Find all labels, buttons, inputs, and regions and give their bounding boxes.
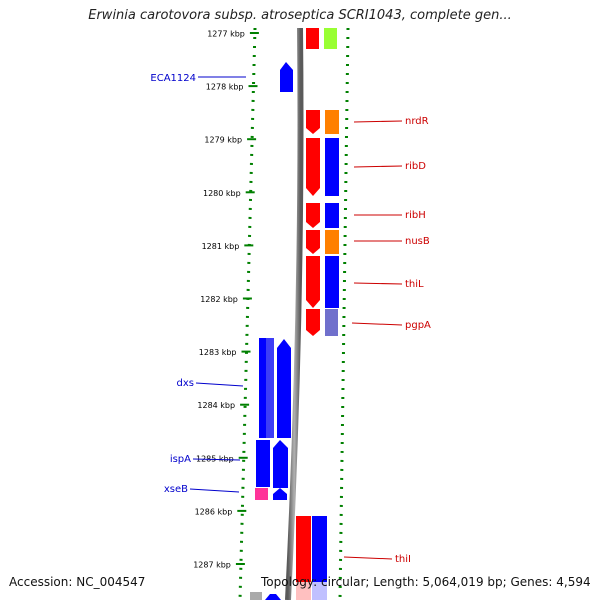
leader-line xyxy=(353,165,403,168)
gene-feature[interactable] xyxy=(266,338,274,438)
gene-label-ribd[interactable]: ribD xyxy=(405,161,426,172)
gene-label-dxs[interactable]: dxs xyxy=(177,378,194,389)
label-leaders xyxy=(189,76,403,560)
gene-feature[interactable] xyxy=(312,582,327,600)
gene-feature-ispa[interactable] xyxy=(256,440,270,487)
gene-feature-thil[interactable] xyxy=(306,256,320,308)
gene-label-eca1124[interactable]: ECA1124 xyxy=(150,73,196,84)
gene-labels: ECA1124 dxs ispA xseB nrdR ribD ribH nus… xyxy=(150,73,431,565)
gene-feature[interactable] xyxy=(324,28,337,49)
gene-feature[interactable] xyxy=(277,339,291,438)
gene-label-thil[interactable]: thiL xyxy=(405,279,424,290)
gene-feature-xseb[interactable] xyxy=(255,488,268,500)
gene-label-thii[interactable]: thiI xyxy=(395,554,411,565)
gene-feature-pgpa[interactable] xyxy=(306,309,320,336)
gene-feature[interactable] xyxy=(325,110,339,134)
gene-feature[interactable] xyxy=(325,256,339,308)
gene-feature-eca1124[interactable] xyxy=(280,62,293,92)
scale-label: 1280 kbp xyxy=(203,189,241,198)
genome-backbone xyxy=(285,27,304,600)
gene-feature-nusb[interactable] xyxy=(306,230,320,254)
scale-label: 1281 kbp xyxy=(202,242,240,251)
gene-feature-nrdr[interactable] xyxy=(306,110,320,134)
scale-label: 1278 kbp xyxy=(206,83,244,92)
leader-line xyxy=(192,458,241,461)
accession-info: Accession: NC_004547 xyxy=(9,575,146,589)
scale-label: 1279 kbp xyxy=(204,136,242,145)
gene-feature[interactable] xyxy=(250,592,262,600)
gene-feature[interactable] xyxy=(325,309,338,336)
leader-line xyxy=(353,282,403,285)
gene-feature-thii[interactable] xyxy=(296,516,311,600)
scale-label: 1287 kbp xyxy=(193,561,231,570)
gene-feature[interactable] xyxy=(273,488,287,500)
leader-line xyxy=(195,382,244,387)
gene-feature[interactable] xyxy=(325,203,339,228)
gene-feature[interactable] xyxy=(265,594,281,600)
leader-line xyxy=(343,556,393,560)
gene-feature[interactable] xyxy=(273,440,288,488)
scale-label: 1282 kbp xyxy=(200,295,238,304)
gene-feature[interactable] xyxy=(312,516,327,600)
topology-info: Topology: circular; Length: 5,064,019 bp… xyxy=(261,575,591,589)
gene-label-nusb[interactable]: nusB xyxy=(405,236,430,247)
gene-label-ispa[interactable]: ispA xyxy=(170,454,191,465)
leader-line xyxy=(351,322,403,326)
scale-ticks: 1277 kbp 1278 kbp 1279 kbp 1280 kbp 1281 kbp… xyxy=(193,30,259,570)
gene-feature-ribd[interactable] xyxy=(306,138,320,196)
gene-label-pgpa[interactable]: pgpA xyxy=(405,320,431,331)
gene-feature[interactable] xyxy=(325,138,339,196)
gene-feature[interactable] xyxy=(296,582,311,600)
gene-features xyxy=(250,28,339,600)
gene-label-ribh[interactable]: ribH xyxy=(405,210,426,221)
scale-label: 1277 kbp xyxy=(207,30,245,39)
gene-feature-ribh[interactable] xyxy=(306,203,320,228)
gene-feature[interactable] xyxy=(325,230,339,254)
map-title: Erwinia carotovora subsp. atroseptica SC… xyxy=(88,8,512,23)
scale-label: 1283 kbp xyxy=(199,348,237,357)
gene-feature[interactable] xyxy=(306,28,319,49)
gene-label-nrdr[interactable]: nrdR xyxy=(405,116,429,127)
leader-line xyxy=(189,488,240,493)
scale-label: 1286 kbp xyxy=(195,507,233,516)
scale-label: 1285 kbp xyxy=(196,454,234,463)
scale-label: 1284 kbp xyxy=(197,401,235,410)
leader-line xyxy=(353,120,403,123)
gene-label-xseb[interactable]: xseB xyxy=(164,484,188,495)
